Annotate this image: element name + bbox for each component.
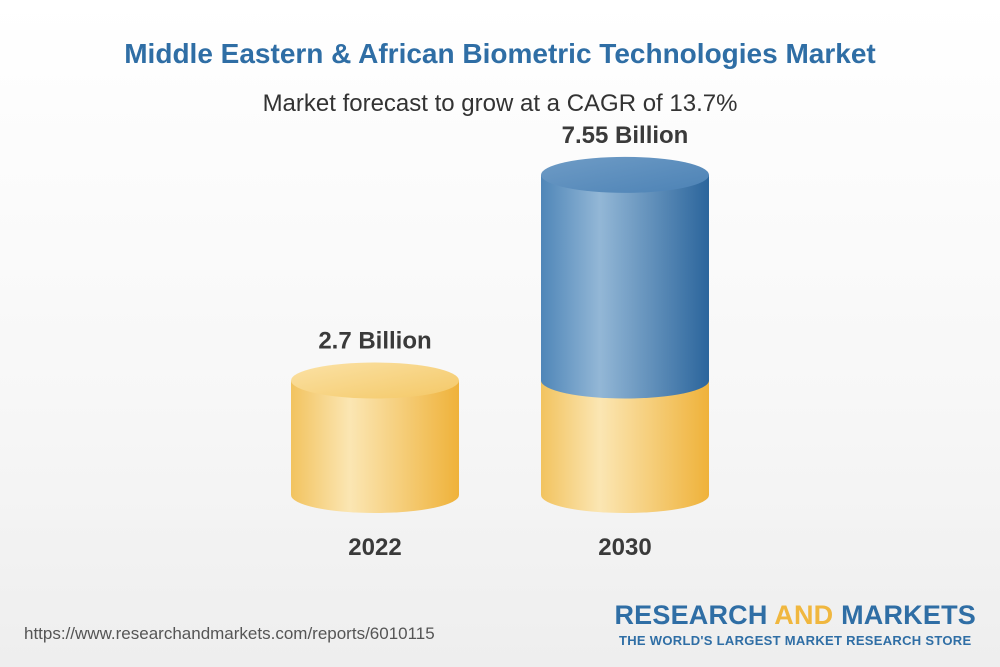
bar-top-2030 bbox=[541, 156, 709, 193]
bar-2022 bbox=[291, 380, 459, 513]
brand-name: RESEARCH AND MARKETS bbox=[614, 600, 976, 630]
value-label-2030: 7.55 Billion bbox=[562, 122, 689, 149]
category-label-2022: 2022 bbox=[348, 534, 401, 561]
bar-top-2022 bbox=[291, 362, 459, 399]
value-label-2022: 2.7 Billion bbox=[318, 328, 431, 355]
bar-growth-segment-2030 bbox=[541, 174, 709, 399]
brand-logo: RESEARCH AND MARKETS THE WORLD'S LARGEST… bbox=[614, 600, 976, 648]
bar-base-segment-2030 bbox=[541, 380, 709, 513]
chart-subtitle: Market forecast to grow at a CAGR of 13.… bbox=[262, 90, 738, 117]
source-url[interactable]: https://www.researchandmarkets.com/repor… bbox=[24, 624, 435, 643]
brand-tagline: THE WORLD'S LARGEST MARKET RESEARCH STOR… bbox=[619, 633, 972, 648]
chart-title: Middle Eastern & African Biometric Techn… bbox=[124, 38, 876, 69]
category-label-2030: 2030 bbox=[598, 534, 651, 561]
